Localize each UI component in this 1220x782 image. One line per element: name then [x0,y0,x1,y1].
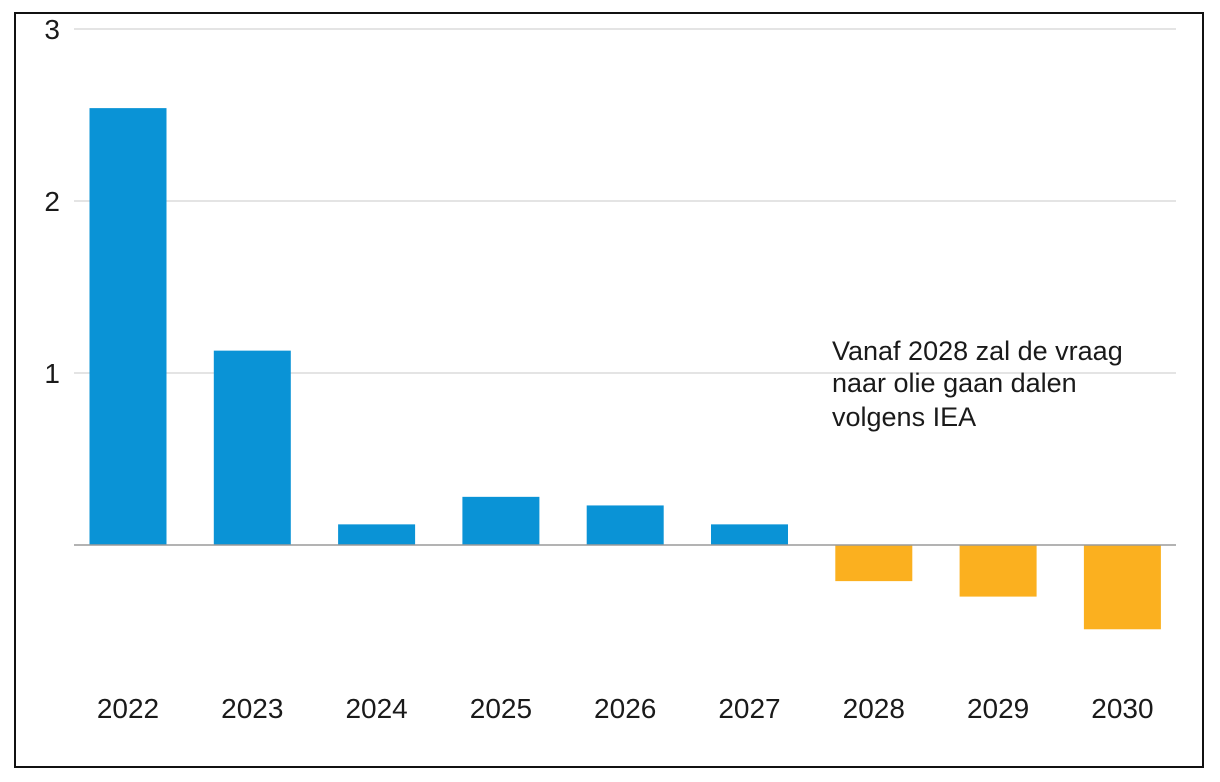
bar-2023 [213,350,291,545]
x-tick-label-2027: 2027 [718,693,780,724]
x-tick-label-2022: 2022 [97,693,159,724]
grid-lines [74,28,1176,374]
y-axis-ticks: 1 2 3 [44,14,60,389]
bar-2025 [462,496,540,545]
y-tick-label-1: 1 [44,358,60,389]
y-tick-label-2: 2 [44,186,60,217]
x-axis-ticks: 2022 2023 2024 2025 2026 2027 2028 2029 2030 [97,693,1154,724]
annotation: Vanaf 2028 zal de vraag naar olie gaan d… [832,336,1123,432]
x-tick-label-2028: 2028 [843,693,905,724]
chart-frame [14,12,1204,768]
y-tick-label-3: 3 [44,14,60,45]
bar-2022 [89,108,167,546]
bar-2030 [1083,545,1161,630]
x-tick-label-2024: 2024 [345,693,407,724]
bar-2024 [338,524,416,545]
bar-2027 [711,524,788,545]
x-tick-label-2023: 2023 [221,693,283,724]
bar-2029 [959,545,1037,597]
bar-2028 [835,545,913,582]
x-tick-label-2030: 2030 [1091,693,1153,724]
bars [89,108,1161,630]
annotation-line-2: naar olie gaan dalen [832,368,1077,398]
annotation-line-1: Vanaf 2028 zal de vraag [832,336,1123,366]
x-tick-label-2026: 2026 [594,693,656,724]
bar-2026 [586,505,664,545]
x-tick-label-2025: 2025 [470,693,532,724]
annotation-line-3: volgens IEA [832,402,976,432]
x-tick-label-2029: 2029 [967,693,1029,724]
